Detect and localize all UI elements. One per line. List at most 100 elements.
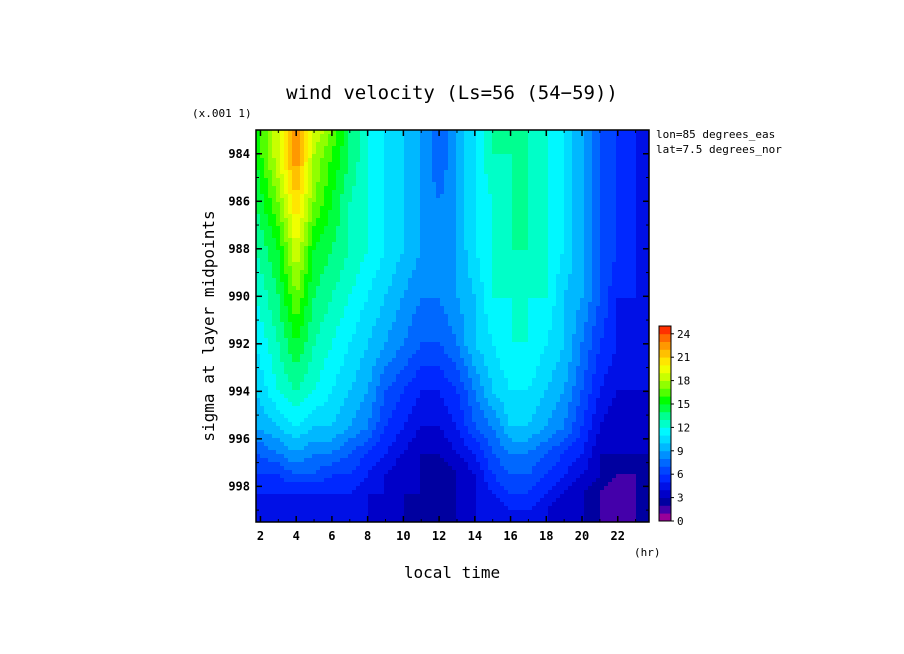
contour-cell bbox=[632, 310, 637, 315]
contour-cell bbox=[504, 178, 509, 183]
contour-cell bbox=[532, 202, 537, 207]
contour-cell bbox=[292, 142, 297, 147]
contour-cell bbox=[452, 130, 457, 135]
contour-cell bbox=[292, 154, 297, 159]
contour-cell bbox=[476, 222, 481, 227]
contour-cell bbox=[272, 282, 277, 287]
contour-cell bbox=[296, 330, 301, 335]
contour-cell bbox=[620, 242, 625, 247]
contour-cell bbox=[388, 166, 393, 171]
contour-cell bbox=[356, 302, 361, 307]
contour-cell bbox=[532, 234, 537, 239]
contour-cell bbox=[540, 218, 545, 223]
contour-cell bbox=[364, 246, 369, 251]
contour-cell bbox=[464, 198, 469, 203]
contour-cell bbox=[280, 210, 285, 215]
contour-cell bbox=[624, 274, 629, 279]
contour-cell bbox=[308, 286, 313, 291]
contour-cell bbox=[492, 154, 497, 159]
contour-cell bbox=[336, 222, 341, 227]
contour-cell bbox=[572, 182, 577, 187]
contour-cell bbox=[396, 150, 401, 155]
contour-cell bbox=[588, 294, 593, 299]
contour-cell bbox=[336, 302, 341, 307]
contour-cell bbox=[552, 254, 557, 259]
contour-cell bbox=[268, 214, 273, 219]
contour-cell bbox=[544, 218, 549, 223]
contour-cell bbox=[616, 138, 621, 143]
contour-cell bbox=[636, 182, 641, 187]
contour-cell bbox=[588, 250, 593, 255]
contour-cell bbox=[272, 250, 277, 255]
contour-cell bbox=[576, 294, 581, 299]
contour-cell bbox=[532, 158, 537, 163]
contour-cell bbox=[328, 242, 333, 247]
contour-cell bbox=[644, 322, 649, 327]
contour-cell bbox=[280, 282, 285, 287]
contour-cell bbox=[524, 278, 529, 283]
contour-cell bbox=[396, 138, 401, 143]
contour-cell bbox=[520, 130, 525, 135]
contour-cell bbox=[576, 178, 581, 183]
contour-cell bbox=[368, 310, 373, 315]
contour-cell bbox=[320, 174, 325, 179]
contour-cell bbox=[520, 198, 525, 203]
contour-cell bbox=[396, 242, 401, 247]
contour-cell bbox=[280, 330, 285, 335]
contour-cell bbox=[644, 286, 649, 291]
contour-cell bbox=[528, 234, 533, 239]
contour-cell bbox=[296, 158, 301, 163]
contour-cell bbox=[328, 290, 333, 295]
contour-cell bbox=[572, 298, 577, 303]
contour-cell bbox=[540, 130, 545, 135]
contour-cell bbox=[404, 206, 409, 211]
contour-cell bbox=[304, 222, 309, 227]
contour-cell bbox=[520, 190, 525, 195]
contour-cell bbox=[616, 162, 621, 167]
contour-cell bbox=[420, 314, 425, 319]
contour-cell bbox=[624, 162, 629, 167]
contour-cell bbox=[436, 258, 441, 263]
contour-cell bbox=[424, 142, 429, 147]
contour-cell bbox=[620, 278, 625, 283]
contour-cell bbox=[432, 178, 437, 183]
contour-cell bbox=[548, 142, 553, 147]
contour-cell bbox=[512, 270, 517, 275]
contour-cell bbox=[388, 278, 393, 283]
contour-cell bbox=[400, 306, 405, 311]
contour-cell bbox=[456, 146, 461, 151]
contour-cell bbox=[624, 282, 629, 287]
contour-cell bbox=[412, 242, 417, 247]
contour-cell bbox=[264, 230, 269, 235]
contour-cell bbox=[412, 270, 417, 275]
contour-cell bbox=[632, 266, 637, 271]
contour-cell bbox=[436, 254, 441, 259]
contour-cell bbox=[504, 170, 509, 175]
contour-cell bbox=[540, 322, 545, 327]
contour-cell bbox=[592, 230, 597, 235]
contour-cell bbox=[624, 186, 629, 191]
contour-cell bbox=[372, 190, 377, 195]
contour-cell bbox=[500, 254, 505, 259]
contour-cell bbox=[440, 282, 445, 287]
contour-cell bbox=[308, 330, 313, 335]
contour-cell bbox=[328, 294, 333, 299]
contour-cell bbox=[292, 318, 297, 323]
contour-cell bbox=[396, 186, 401, 191]
contour-cell bbox=[456, 166, 461, 171]
contour-cell bbox=[496, 250, 501, 255]
contour-cell bbox=[508, 250, 513, 255]
contour-cell bbox=[464, 226, 469, 231]
contour-cell bbox=[512, 142, 517, 147]
contour-cell bbox=[516, 282, 521, 287]
contour-cell bbox=[272, 134, 277, 139]
contour-cell bbox=[568, 146, 573, 151]
contour-cell bbox=[532, 262, 537, 267]
contour-cell bbox=[624, 210, 629, 215]
contour-cell bbox=[552, 322, 557, 327]
contour-cell bbox=[640, 306, 645, 311]
contour-cell bbox=[400, 158, 405, 163]
contour-cell bbox=[432, 262, 437, 267]
contour-cell bbox=[312, 154, 317, 159]
contour-cell bbox=[416, 226, 421, 231]
